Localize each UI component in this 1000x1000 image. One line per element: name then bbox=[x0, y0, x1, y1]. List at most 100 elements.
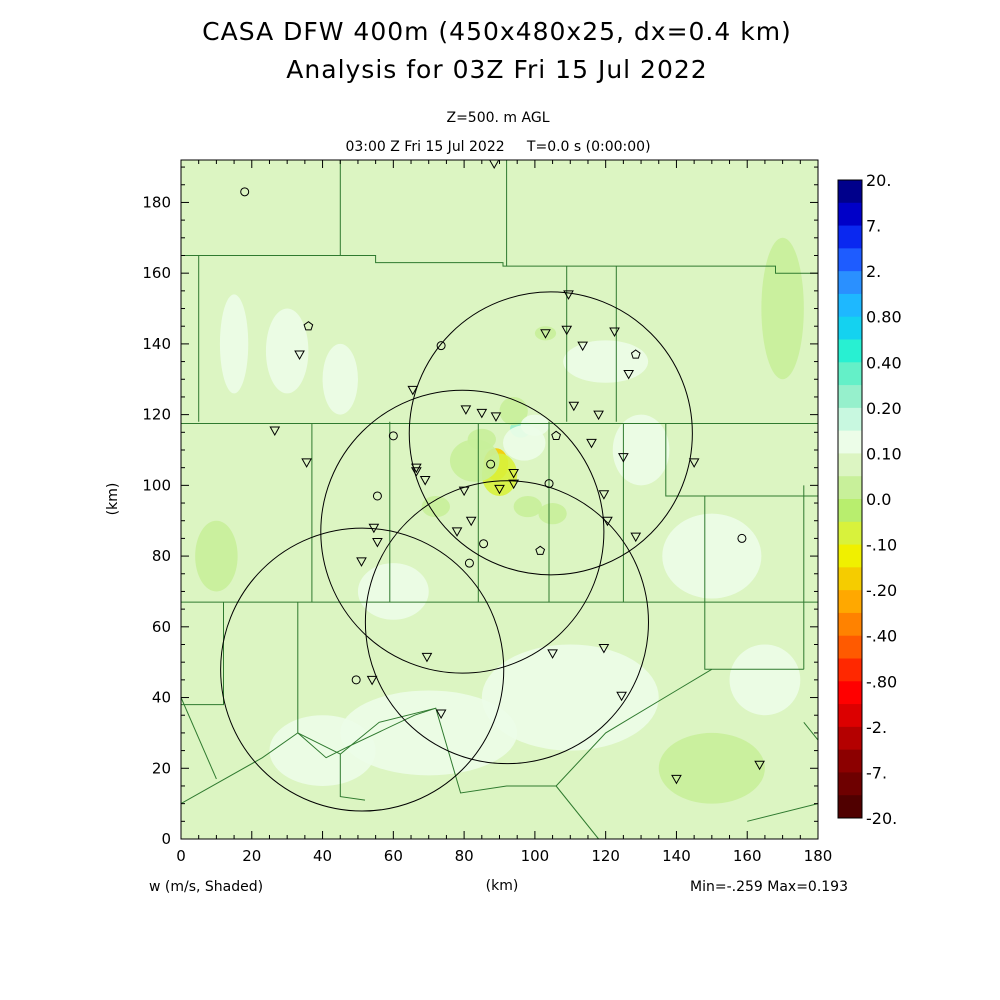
station-triangle bbox=[465, 516, 477, 527]
radar-ring bbox=[408, 291, 693, 576]
station-triangle bbox=[593, 410, 604, 421]
station-triangle bbox=[616, 691, 627, 702]
w-cell bbox=[357, 563, 429, 620]
colorbar-segment bbox=[838, 271, 862, 295]
y-tick-label: 120 bbox=[142, 406, 171, 424]
x-tick-label: 0 bbox=[176, 847, 186, 865]
x-tick-label: 140 bbox=[662, 847, 691, 865]
colorbar-segment bbox=[838, 385, 862, 409]
w-cell bbox=[662, 513, 762, 599]
w-cell bbox=[658, 732, 765, 804]
x-axis: 0 20 40 60 80 100 120 140 160 180 bbox=[176, 160, 832, 865]
station-triangle bbox=[458, 486, 470, 497]
x-tick-label: 40 bbox=[313, 847, 332, 865]
station-triangle bbox=[368, 523, 380, 534]
station-triangle bbox=[598, 644, 610, 654]
colorbar-segment bbox=[838, 704, 862, 728]
colorbar-segment bbox=[838, 749, 862, 773]
colorbar-label: 7. bbox=[866, 217, 881, 236]
colorbar-segment bbox=[838, 567, 862, 591]
y-tick-label: 160 bbox=[142, 264, 171, 282]
colorbar-segment bbox=[838, 521, 862, 546]
county-border bbox=[704, 602, 804, 670]
colorbar-label: 0.10 bbox=[866, 444, 902, 463]
w-cell bbox=[467, 428, 496, 450]
station-circle bbox=[240, 187, 250, 197]
colorbar: 20. 7. 2. 0.80 0.40 0.20 0.10 0.0 -.10 -.20 -.40 -.… bbox=[837, 171, 902, 828]
colorbar-segment bbox=[838, 772, 862, 796]
x-axis-label: (km) bbox=[486, 878, 519, 894]
county-border bbox=[297, 732, 366, 801]
w-cell bbox=[761, 237, 804, 380]
county-border bbox=[181, 255, 818, 274]
station-triangle bbox=[490, 412, 502, 422]
colorbar-label: -20. bbox=[866, 809, 897, 828]
y-tick-label: 40 bbox=[152, 689, 171, 707]
colorbar-segment bbox=[838, 225, 862, 249]
station-triangle bbox=[671, 774, 682, 785]
colorbar-label: -.80 bbox=[866, 672, 897, 691]
station-circle bbox=[479, 539, 489, 549]
station-triangle bbox=[372, 537, 383, 548]
colorbar-label: -.10 bbox=[866, 536, 897, 555]
colorbar-label: 0.80 bbox=[866, 308, 902, 327]
station-triangle bbox=[754, 760, 765, 771]
station-triangle bbox=[688, 458, 700, 468]
x-tick-label: 160 bbox=[733, 847, 762, 865]
county-border bbox=[181, 602, 224, 706]
station-triangle bbox=[602, 516, 613, 527]
county-border bbox=[181, 697, 217, 780]
y-tick-label: 20 bbox=[152, 759, 171, 777]
station-triangle bbox=[476, 408, 488, 419]
station-triangle bbox=[540, 329, 551, 339]
station-triangle bbox=[435, 709, 447, 719]
w-cell bbox=[612, 414, 670, 486]
station-triangle bbox=[568, 401, 580, 412]
x-tick-label: 80 bbox=[455, 847, 474, 865]
station-triangle bbox=[294, 350, 305, 361]
radar-ring bbox=[220, 527, 505, 812]
station-triangle bbox=[494, 484, 505, 495]
x-tick-label: 180 bbox=[804, 847, 833, 865]
colorbar-segment bbox=[838, 248, 862, 272]
w-cell bbox=[265, 308, 309, 394]
colorbar-segment bbox=[838, 316, 862, 340]
colorbar-segment bbox=[838, 726, 862, 751]
station-circle bbox=[544, 479, 554, 489]
county-border bbox=[747, 803, 818, 822]
chart-title: CASA DFW 400m (450x480x25, dx=0.4 km) bbox=[202, 17, 792, 46]
station-triangle bbox=[577, 341, 589, 352]
station-pentagon bbox=[551, 430, 561, 440]
w-cell bbox=[322, 343, 358, 415]
station-triangle bbox=[451, 527, 463, 537]
y-axis-label: (km) bbox=[105, 483, 121, 516]
station-triangle bbox=[561, 325, 573, 336]
colorbar-segment bbox=[838, 658, 862, 682]
w-cell bbox=[195, 520, 238, 592]
colorbar-segment bbox=[838, 293, 862, 318]
chart-subtitle: Analysis for 03Z Fri 15 Jul 2022 bbox=[286, 55, 707, 84]
station-triangle bbox=[547, 649, 558, 659]
station-pentagon bbox=[630, 349, 641, 359]
station-triangle bbox=[356, 557, 367, 567]
station-circle bbox=[737, 533, 747, 543]
county-border bbox=[803, 721, 818, 741]
colorbar-segment bbox=[838, 612, 862, 637]
w-cell bbox=[729, 644, 801, 716]
y-axis: 0 20 40 60 80 100 120 140 160 180 bbox=[142, 166, 818, 848]
colorbar-label: 2. bbox=[866, 262, 881, 281]
station-triangle bbox=[508, 479, 520, 490]
station-circle bbox=[464, 558, 474, 568]
station-pentagon bbox=[303, 321, 314, 331]
station-triangle bbox=[460, 405, 472, 415]
station-triangle bbox=[630, 532, 642, 543]
level-label: Z=500. m AGL bbox=[446, 110, 549, 126]
plot-area bbox=[180, 159, 819, 840]
station-pentagon bbox=[535, 545, 546, 555]
station-triangle bbox=[618, 453, 629, 463]
w-cell bbox=[563, 340, 649, 383]
colorbar-segment bbox=[838, 362, 862, 386]
w-cell bbox=[503, 425, 546, 461]
radar-ring bbox=[320, 389, 605, 674]
variable-label: w (m/s, Shaded) bbox=[149, 879, 263, 895]
